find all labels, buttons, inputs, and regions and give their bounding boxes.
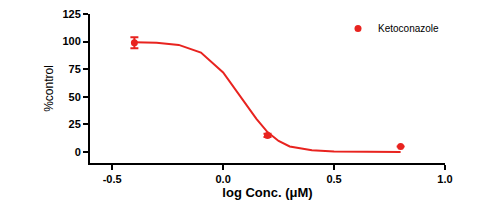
svg-text:0.0: 0.0 [215,173,230,185]
svg-text:125: 125 [62,8,80,20]
svg-text:25: 25 [69,118,81,130]
svg-text:-0.5: -0.5 [103,173,122,185]
svg-text:1.0: 1.0 [437,173,452,185]
svg-text:0.5: 0.5 [326,173,341,185]
svg-text:100: 100 [62,35,80,47]
svg-text:log Conc. (μM): log Conc. (μM) [222,185,312,200]
svg-text:%control: %control [42,65,56,112]
svg-text:50: 50 [69,91,81,103]
svg-text:75: 75 [69,63,81,75]
svg-text:0: 0 [75,146,81,158]
svg-text:Ketoconazole: Ketoconazole [378,23,439,34]
